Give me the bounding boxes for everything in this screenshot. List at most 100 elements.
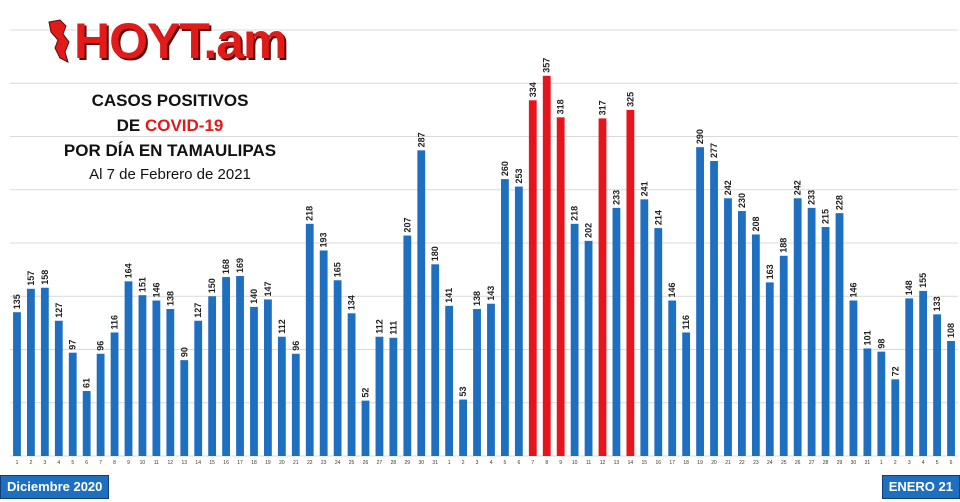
x-tick-label: 10 (572, 460, 578, 466)
bar (807, 207, 816, 456)
x-tick-label: 17 (237, 460, 243, 466)
x-tick-label: 19 (697, 460, 703, 466)
value-label: 233 (807, 190, 817, 205)
value-label: 151 (137, 277, 147, 292)
x-tick-label: 15 (209, 460, 215, 466)
value-label: 135 (12, 294, 22, 309)
bar (264, 299, 272, 456)
x-tick-label: 28 (391, 460, 397, 466)
value-label: 127 (193, 303, 203, 318)
value-label: 218 (305, 206, 315, 221)
bar (919, 290, 928, 456)
bar (194, 320, 203, 456)
bar (333, 280, 342, 456)
value-label: 325 (625, 92, 635, 107)
x-tick-label: 3 (908, 460, 911, 466)
bar (138, 295, 147, 456)
bar (291, 353, 300, 456)
value-label: 134 (347, 295, 357, 310)
x-tick-label: 1 (880, 460, 883, 466)
bar (751, 234, 760, 456)
value-label: 112 (277, 319, 287, 334)
value-label: 98 (876, 339, 886, 349)
x-tick-label: 3 (43, 460, 46, 466)
value-label: 158 (40, 270, 50, 285)
bar (124, 281, 133, 456)
value-label: 357 (542, 58, 552, 73)
bar (933, 314, 941, 456)
value-label: 260 (500, 161, 510, 176)
value-label: 180 (430, 246, 440, 261)
bar (696, 147, 704, 456)
x-tick-label: 11 (154, 460, 159, 466)
bar (640, 199, 649, 456)
value-label: 202 (584, 223, 594, 238)
x-tick-label: 31 (432, 460, 438, 466)
x-tick-label: 27 (377, 460, 383, 466)
title-date: Al 7 de Febrero de 2021 (89, 166, 251, 183)
bar (835, 213, 844, 456)
x-tick-label: 1 (16, 460, 19, 466)
x-tick-label: 17 (669, 460, 675, 466)
value-label: 146 (848, 282, 858, 297)
bar (250, 306, 258, 456)
x-tick-label: 7 (531, 460, 534, 466)
x-tick-label: 1 (448, 460, 451, 466)
x-tick-label: 4 (922, 460, 925, 466)
value-label: 148 (904, 280, 914, 295)
bar (710, 161, 718, 456)
x-tick-label: 13 (181, 460, 187, 466)
x-tick-label: 8 (113, 460, 116, 466)
value-label: 253 (514, 169, 524, 184)
x-tick-label: 5 (936, 460, 939, 466)
bar (236, 276, 244, 456)
x-tick-label: 13 (614, 460, 620, 466)
value-label: 146 (667, 282, 677, 297)
x-tick-label: 23 (753, 460, 759, 466)
value-label: 233 (611, 190, 621, 205)
value-label: 287 (416, 132, 426, 147)
value-label: 168 (221, 259, 231, 274)
bar (459, 399, 467, 457)
bar (584, 240, 593, 456)
bar (849, 300, 858, 456)
value-label: 90 (179, 347, 189, 357)
value-label: 97 (68, 340, 78, 350)
bar (724, 198, 732, 456)
x-tick-label: 19 (265, 460, 271, 466)
value-label: 53 (458, 387, 468, 397)
logo: HOYT.am (46, 14, 288, 68)
title-line-3: POR DÍA EN TAMAULIPAS (63, 141, 277, 160)
value-label: 101 (862, 330, 872, 345)
x-tick-label: 14 (195, 460, 201, 466)
bar (891, 379, 900, 456)
x-tick-label: 12 (600, 460, 606, 466)
bar (473, 309, 481, 456)
x-tick-label: 9 (559, 460, 562, 466)
value-label: 108 (946, 323, 956, 338)
x-tick-label: 2 (894, 460, 897, 466)
bar (347, 313, 356, 456)
x-tick-label: 30 (851, 460, 857, 466)
bar (905, 298, 914, 456)
bar (947, 340, 955, 456)
x-tick-label: 5 (504, 460, 507, 466)
title-line-2: DE COVID-19 (40, 113, 300, 138)
value-label: 208 (751, 216, 761, 231)
bar (389, 337, 398, 456)
bar (319, 250, 328, 456)
x-tick-label: 22 (739, 460, 745, 466)
bar (779, 255, 788, 456)
bar (501, 179, 509, 456)
value-label: 207 (402, 218, 412, 233)
x-tick-label: 26 (363, 460, 369, 466)
value-label: 141 (444, 288, 454, 303)
value-label: 138 (165, 291, 175, 306)
bar (514, 186, 523, 456)
chart-title: CASOS POSITIVOS DE COVID-19 POR DÍA EN T… (40, 88, 300, 187)
bar (431, 264, 440, 456)
x-tick-label: 30 (418, 460, 424, 466)
bar (27, 288, 35, 456)
tamaulipas-map-icon (48, 19, 70, 63)
bar (277, 336, 286, 456)
